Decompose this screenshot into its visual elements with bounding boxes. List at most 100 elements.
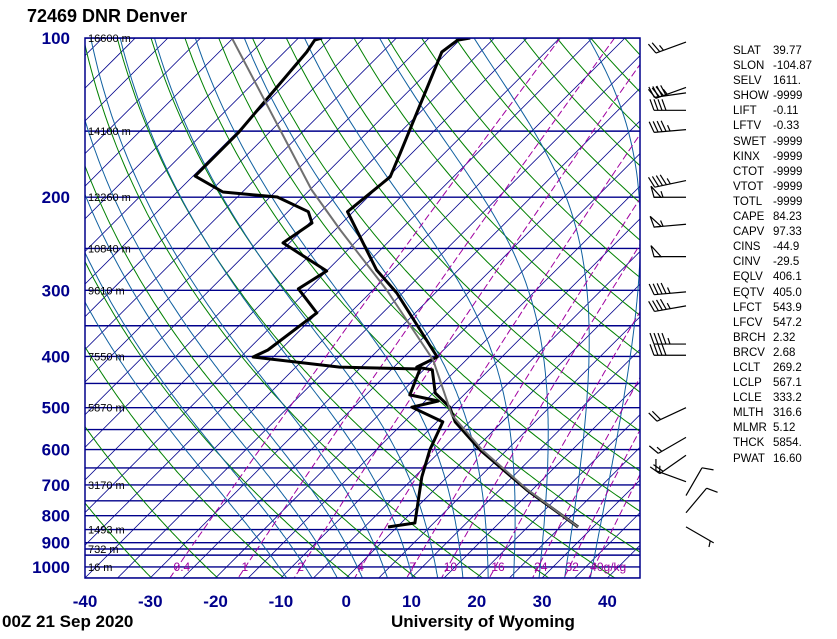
index-row: CAPE 84.23	[733, 210, 812, 225]
barb-full	[648, 301, 656, 312]
isotherm-line	[476, 414, 640, 578]
index-key: LFCV	[733, 316, 763, 329]
mixing-ratio-label: 16	[491, 560, 505, 574]
isotherm-line	[85, 38, 299, 253]
index-key: CAPV	[733, 226, 765, 239]
barb-full	[657, 99, 663, 111]
index-key: CAPE	[733, 211, 765, 224]
isotherm-line	[509, 446, 640, 578]
index-key: MLTH	[733, 407, 764, 420]
index-key: EQTV	[733, 286, 765, 299]
dry-adiabat-line	[252, 38, 640, 472]
pressure-tick-label: 100	[42, 29, 70, 48]
isotherm-line	[85, 38, 201, 155]
barb-half	[660, 220, 664, 227]
temperature-tick-label: 40	[598, 592, 617, 611]
barb-full	[649, 332, 655, 345]
mixing-ratio-line	[441, 243, 640, 578]
index-key: THCK	[733, 437, 765, 450]
height-label: 1493 m	[88, 525, 125, 537]
barb-full	[660, 85, 667, 96]
dry-adiabat-line	[421, 38, 640, 279]
index-row: VTOT -9999	[733, 180, 812, 195]
barb-pennant	[650, 185, 663, 198]
wind-barb	[649, 454, 687, 475]
height-label: 3170 m	[88, 480, 125, 492]
dry-adiabat-line	[85, 164, 417, 578]
moist-adiabat-line	[243, 38, 489, 578]
mixing-ratio-label: 40g/kg	[590, 560, 626, 574]
barb-full	[647, 176, 656, 188]
index-key: VTOT	[733, 180, 764, 193]
data-source: University of Wyoming	[391, 612, 575, 631]
isotherm-line	[85, 38, 234, 187]
barb-half	[660, 191, 664, 198]
index-value: 5854.	[773, 437, 802, 450]
index-value: -104.87	[773, 60, 813, 73]
barb-half	[659, 44, 664, 51]
isotherm-line	[280, 218, 640, 578]
wind-barb	[649, 215, 687, 228]
height-label: 7550 m	[88, 351, 125, 363]
index-value: -9999	[773, 165, 803, 178]
wind-barb	[648, 120, 687, 133]
mixing-ratio-line	[354, 133, 640, 578]
index-key: SELV	[733, 75, 762, 88]
index-key: CINS	[733, 241, 761, 254]
index-value: 316.6	[773, 407, 802, 420]
mixing-ratio-label: 2	[297, 560, 304, 574]
index-value: 1611.	[773, 75, 801, 88]
dry-adiabat-line	[85, 576, 86, 578]
isotherm-line	[215, 153, 640, 578]
moist-adiabat-line	[85, 118, 363, 578]
isotherm-line	[117, 55, 640, 578]
barb-staff	[657, 436, 687, 454]
isotherm-line	[247, 185, 640, 578]
isotherm-line	[85, 38, 365, 318]
index-value: -0.11	[773, 105, 799, 118]
dry-adiabat-line	[85, 502, 152, 578]
moist-adiabat-line	[154, 38, 439, 578]
barb-full	[659, 174, 667, 186]
barb-staff	[654, 129, 687, 133]
isotherm-line	[411, 348, 640, 578]
index-value: 97.33	[773, 226, 802, 239]
index-row: LCLP 567.1	[733, 376, 812, 391]
index-value: 2.32	[773, 331, 796, 344]
barb-full	[648, 412, 658, 422]
pressure-tick-label: 600	[42, 441, 70, 460]
index-key: LFCT	[733, 301, 762, 314]
index-key: MLMR	[733, 422, 767, 435]
wind-barb	[648, 85, 687, 98]
temperature-tick-label: 10	[402, 592, 421, 611]
isotherm-line	[378, 316, 640, 578]
index-row: EQLV 406.1	[733, 270, 812, 285]
mixing-ratio-label: 7	[409, 560, 416, 574]
wind-barb	[648, 282, 687, 296]
mixing-ratio-label: 24	[534, 560, 548, 574]
temperature-tick-label: -10	[269, 592, 294, 611]
pressure-tick-label: 700	[42, 476, 70, 495]
height-label: 16600 m	[88, 33, 131, 45]
mixing-ratio-line	[488, 310, 640, 578]
index-value: 543.9	[773, 301, 802, 314]
barb-staff	[654, 92, 687, 98]
index-key: EQLV	[733, 271, 763, 284]
isotherm-line	[541, 479, 640, 578]
pressure-tick-label: 300	[42, 281, 70, 300]
index-row: LFCT 543.9	[733, 301, 812, 316]
barb-half	[666, 287, 671, 294]
height-label: 732 m	[88, 544, 119, 556]
barb-full	[656, 283, 663, 295]
barb-full	[660, 120, 667, 132]
temperature-tick-label: 30	[533, 592, 552, 611]
dry-adiabat-line	[387, 38, 640, 317]
isotherm-line	[443, 381, 640, 578]
plot-frame	[84, 37, 641, 579]
index-key: SLAT	[733, 45, 761, 57]
mixing-ratio-label: 10	[444, 560, 458, 574]
index-value: 333.2	[773, 392, 802, 405]
barb-staff	[655, 41, 687, 54]
mixing-ratio-line	[293, 63, 640, 578]
index-key: PWAT	[733, 452, 765, 465]
